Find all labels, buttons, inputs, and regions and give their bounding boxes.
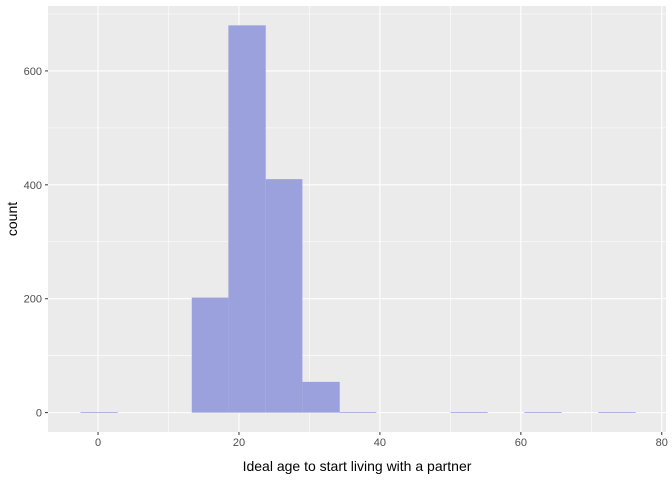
x-tick-label: 20 xyxy=(233,437,245,449)
x-tick-label: 40 xyxy=(374,437,386,449)
x-tick-label: 60 xyxy=(515,437,527,449)
histogram-bar xyxy=(524,412,562,413)
histogram-bar xyxy=(302,381,340,413)
y-tick-label: 0 xyxy=(36,408,42,420)
histogram-bar xyxy=(80,412,118,413)
y-tick-label: 400 xyxy=(24,180,42,192)
y-axis-title: count xyxy=(4,202,20,236)
histogram-bar xyxy=(598,412,636,413)
y-axis-ticks: 0 200 400 600 xyxy=(24,66,48,420)
y-tick-label: 200 xyxy=(24,294,42,306)
minor-gridlines xyxy=(48,6,666,432)
x-tick-label: 0 xyxy=(95,437,101,449)
histogram-bar xyxy=(450,412,488,413)
histogram-bar xyxy=(265,179,303,413)
plot-panel xyxy=(48,6,666,432)
x-tick-label: 80 xyxy=(656,437,668,449)
histogram-bars xyxy=(80,25,636,413)
y-tick-label: 600 xyxy=(24,66,42,78)
histogram-bar xyxy=(228,25,266,413)
x-axis-ticks: 0 20 40 60 80 xyxy=(95,432,668,449)
histogram-bar xyxy=(191,297,229,413)
histogram-bar xyxy=(339,412,377,413)
x-axis-title: Ideal age to start living with a partner xyxy=(243,458,472,474)
